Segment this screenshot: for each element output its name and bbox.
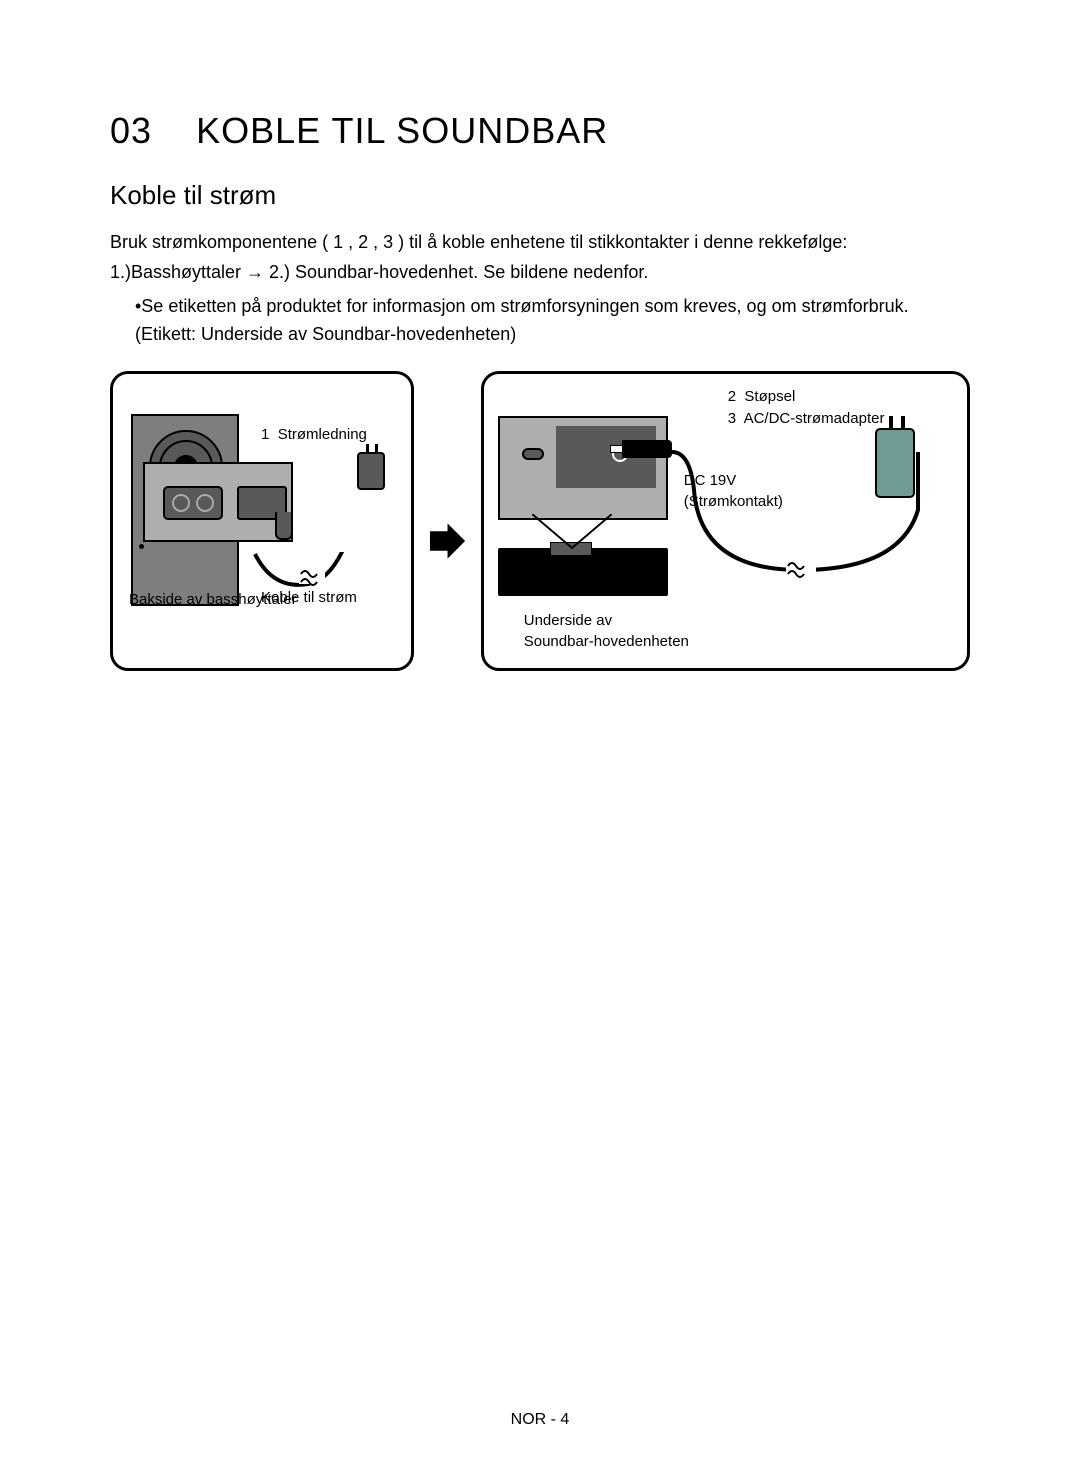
connect-power-label: Koble til strøm — [261, 589, 357, 606]
note-line-2: (Etikett: Underside av Soundbar-hovedenh… — [135, 324, 516, 344]
plug-strain-relief — [275, 512, 293, 540]
section-number: 03 — [110, 110, 152, 151]
under-line-1: Underside av — [524, 612, 612, 629]
ac-adapter-icon — [875, 428, 915, 498]
dc-line-1: DC 19V — [684, 472, 737, 489]
component-3-text: AC/DC-strømadapter — [744, 410, 885, 427]
component-3-number: 3 — [728, 410, 736, 427]
port-icon — [522, 448, 544, 460]
wall-plug-icon — [357, 452, 385, 490]
cable-icon — [253, 552, 363, 594]
dc-line-2: (Strømkontakt) — [684, 493, 783, 510]
diagram-subwoofer: 1 Strømledning Bakside av basshøyttaler … — [110, 371, 414, 671]
section-title: KOBLE TIL SOUNDBAR — [196, 110, 608, 151]
component-3-label: 3 AC/DC-strømadapter — [728, 410, 885, 427]
page-footer: NOR - 4 — [0, 1411, 1080, 1429]
soundbar-zoom-panel — [498, 416, 668, 520]
component-1-text: Strømledning — [278, 426, 367, 443]
power-inlet-panel — [143, 462, 293, 542]
component-2-number: 2 — [728, 388, 736, 405]
component-2-label: 2 Støpsel — [728, 388, 796, 405]
power-inlet-icon — [163, 486, 223, 520]
component-1-label: 1 Strømledning — [261, 426, 367, 443]
section-header: 03 KOBLE TIL SOUNDBAR — [110, 110, 970, 152]
diagram-row: 1 Strømledning Bakside av basshøyttaler … — [110, 371, 970, 671]
diagram-soundbar: 2 Støpsel 3 AC/DC-strømadapter DC 19V (S… — [481, 371, 970, 671]
component-1-number: 1 — [261, 426, 269, 443]
dc-jack-label: DC 19V (Strømkontakt) — [684, 470, 783, 512]
callout-lines-icon — [532, 514, 612, 550]
barrel-plug-icon — [622, 440, 672, 458]
under-line-2: Soundbar-hovedenheten — [524, 633, 689, 650]
body-paragraph-1: Bruk strømkomponentene ( 1 , 2 , 3 ) til… — [110, 229, 970, 257]
arrow-right-icon — [428, 521, 467, 561]
note-line-1: •Se etiketten på produktet for informasj… — [135, 296, 909, 316]
led-dot — [139, 544, 144, 549]
body-paragraph-2: 1.)Basshøyttaler → 2.) Soundbar-hovedenh… — [110, 259, 970, 287]
note-block: •Se etiketten på produktet for informasj… — [135, 293, 970, 349]
component-2-text: Støpsel — [744, 388, 795, 405]
subsection-title: Koble til strøm — [110, 180, 970, 211]
soundbar-underside-label: Underside av Soundbar-hovedenheten — [524, 610, 689, 652]
